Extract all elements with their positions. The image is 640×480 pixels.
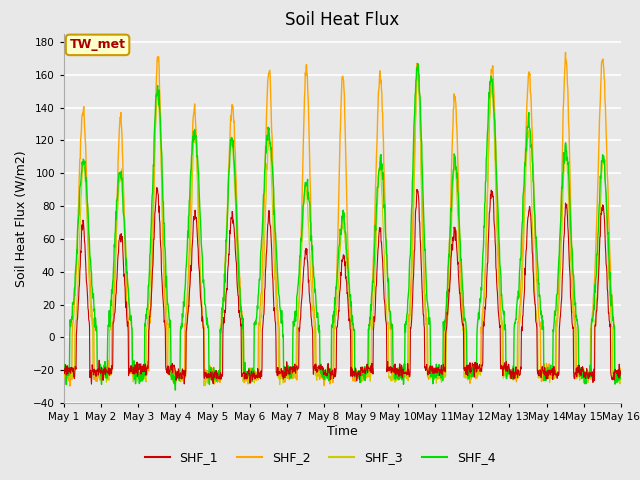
Text: TW_met: TW_met bbox=[70, 38, 125, 51]
Legend: SHF_1, SHF_2, SHF_3, SHF_4: SHF_1, SHF_2, SHF_3, SHF_4 bbox=[140, 446, 500, 469]
X-axis label: Time: Time bbox=[327, 425, 358, 438]
Y-axis label: Soil Heat Flux (W/m2): Soil Heat Flux (W/m2) bbox=[15, 150, 28, 287]
Title: Soil Heat Flux: Soil Heat Flux bbox=[285, 11, 399, 29]
